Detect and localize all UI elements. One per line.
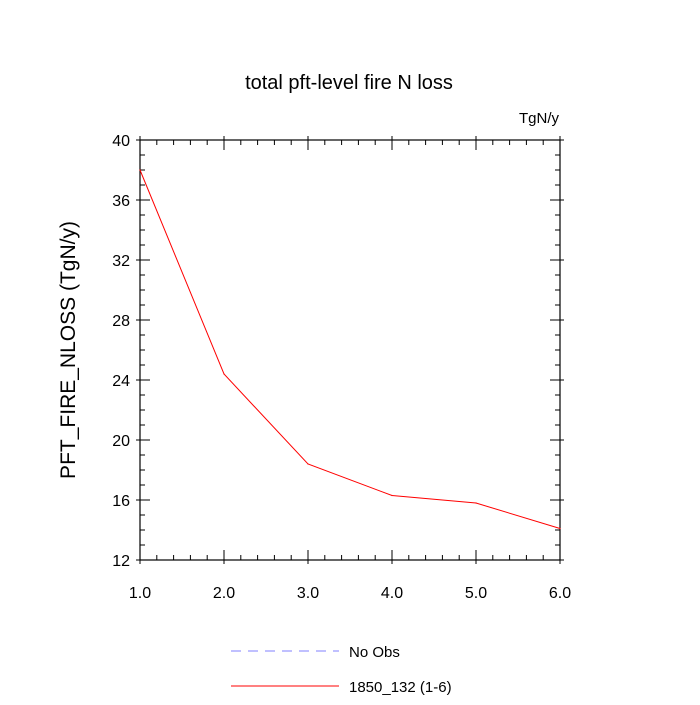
data-point	[391, 494, 393, 497]
plot-layer: 1.0 2.0 3.0 4.0 5.0 6.0 12 16 20 24 28 32 36 40	[112, 133, 571, 602]
x-tick-label: 3.0	[297, 585, 319, 602]
y-axis-label: PFT_FIRE_NLOSS (TgN/y)	[57, 221, 80, 479]
y-tick-label: 40	[112, 133, 130, 150]
y-tick-label: 16	[112, 493, 130, 510]
legend: No Obs 1850_132 (1-6)	[231, 644, 452, 696]
y-tick-label: 12	[112, 553, 130, 570]
units-label: TgN/y	[519, 110, 560, 127]
series-line-0	[139, 169, 561, 529]
x-tick-label: 2.0	[213, 585, 235, 602]
y-tick-label: 20	[112, 433, 130, 450]
x-tick-label: 5.0	[465, 585, 487, 602]
chart-title: total pft-level fire N loss	[245, 72, 453, 94]
data-point	[223, 373, 225, 375]
data-point	[139, 169, 141, 171]
y-tick-label: 36	[112, 193, 130, 210]
legend-label-1: 1850_132 (1-6)	[349, 679, 452, 696]
data-point	[559, 527, 561, 530]
y-tick-label: 32	[112, 253, 130, 270]
data-point	[475, 502, 477, 504]
legend-label-0: No Obs	[349, 644, 400, 661]
x-tick-label: 6.0	[549, 585, 571, 602]
x-tick-label: 1.0	[129, 585, 151, 602]
data-point	[307, 463, 309, 465]
y-tick-label: 24	[112, 373, 130, 390]
y-tick-label: 28	[112, 313, 130, 330]
plot-frame	[139, 139, 561, 561]
x-tick-label: 4.0	[381, 585, 403, 602]
